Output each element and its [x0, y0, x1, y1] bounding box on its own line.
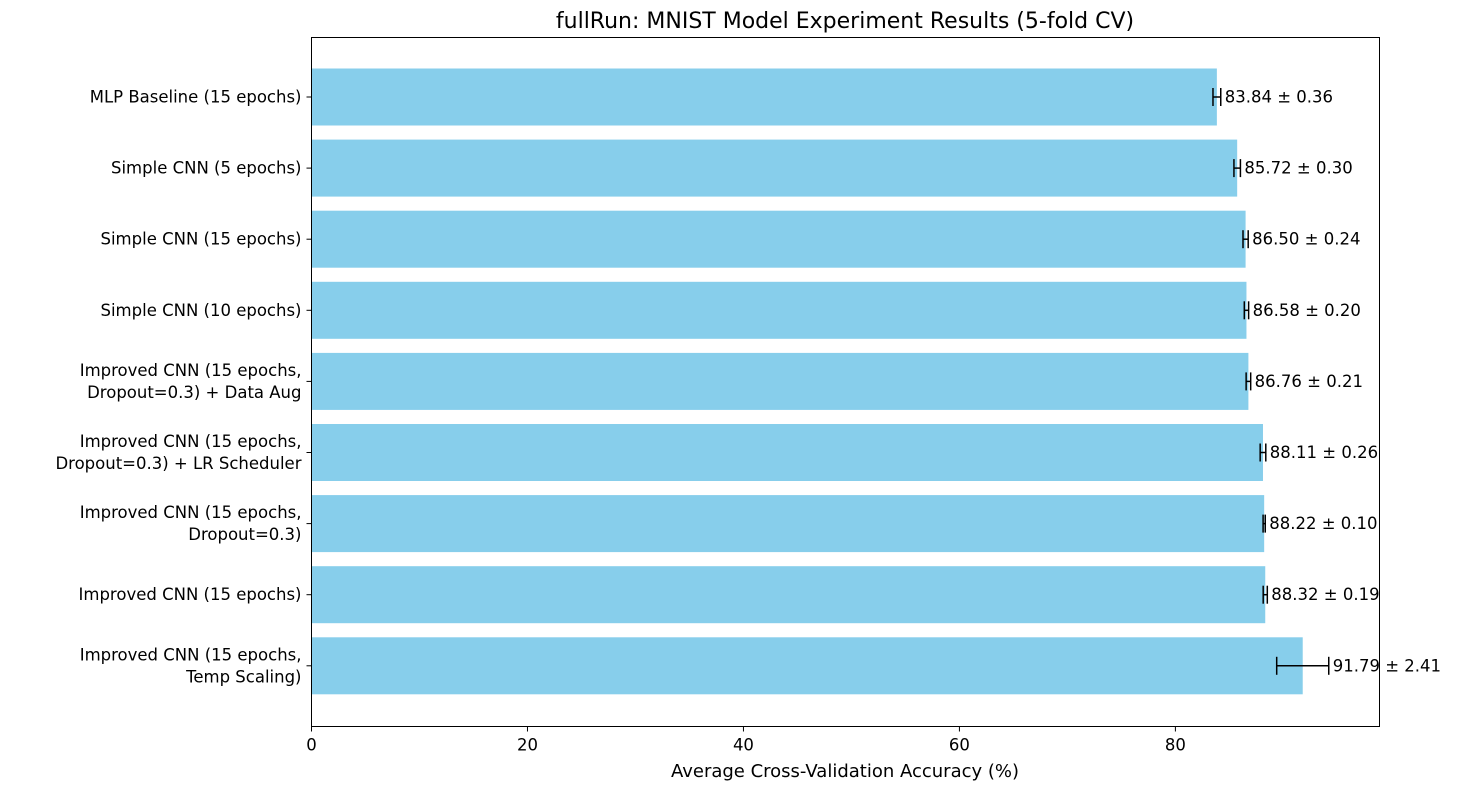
x-tick-label: 80 [1165, 736, 1186, 755]
bars-group [311, 68, 1303, 695]
bar [311, 210, 1246, 268]
y-tick-label: Simple CNN (15 epochs) [101, 230, 302, 249]
x-tick-label: 40 [733, 736, 754, 755]
error-bar [1243, 301, 1250, 320]
y-tick-label: Improved CNN (15 epochs, Dropout=0.3) [80, 503, 302, 544]
error-bar [1233, 159, 1242, 178]
chart-title: fullRun: MNIST Model Experiment Results … [556, 9, 1134, 34]
data-label: 83.84 ± 0.36 [1225, 88, 1333, 107]
data-label: 86.58 ± 0.20 [1253, 301, 1361, 320]
data-label: 85.72 ± 0.30 [1244, 159, 1352, 178]
data-label: 86.50 ± 0.24 [1252, 230, 1360, 249]
x-axis: 0 20 40 60 80 [306, 726, 1186, 755]
y-tick-label: Improved CNN (15 epochs, Dropout=0.3) + D… [80, 361, 302, 402]
bar [311, 637, 1303, 695]
error-bar [1275, 656, 1330, 675]
y-tick-label: MLP Baseline (15 epochs) [90, 88, 302, 107]
y-axis: MLP Baseline (15 epochs) Simple CNN (5 ep… [55, 88, 312, 686]
data-label: 86.76 ± 0.21 [1255, 372, 1363, 391]
error-bar [1262, 514, 1266, 533]
data-label: 88.32 ± 0.19 [1271, 585, 1379, 604]
bar [311, 424, 1263, 481]
y-tick-label: Simple CNN (5 epochs) [111, 159, 302, 178]
error-bar [1212, 88, 1222, 106]
bar [311, 139, 1238, 197]
x-tick-label: 60 [949, 736, 970, 755]
bar [311, 352, 1249, 410]
bar [311, 495, 1265, 553]
y-tick-label: Improved CNN (15 epochs, Dropout=0.3) + L… [55, 432, 301, 473]
y-tick-label: Improved CNN (15 epochs, Temp Scaling) [80, 645, 302, 686]
error-bar [1245, 372, 1252, 391]
bar [311, 281, 1247, 339]
data-label: 88.11 ± 0.26 [1270, 443, 1378, 462]
error-bar [1259, 443, 1267, 462]
bar [311, 68, 1217, 126]
data-labels-group: 83.84 ± 0.36 85.72 ± 0.30 86.50 ± 0.24 86.5… [1225, 88, 1441, 676]
data-label: 88.22 ± 0.10 [1269, 514, 1377, 533]
error-bar [1262, 585, 1269, 604]
x-tick-label: 20 [517, 736, 538, 755]
x-axis-label: Average Cross-Validation Accuracy (%) [671, 761, 1019, 782]
y-tick-label: Improved CNN (15 epochs) [79, 585, 302, 604]
error-bars-group [1212, 88, 1330, 675]
data-label: 91.79 ± 2.41 [1333, 656, 1441, 675]
y-tick-label: Simple CNN (10 epochs) [101, 301, 302, 320]
axes-frame [311, 37, 1380, 727]
bar [311, 566, 1266, 624]
error-bar [1242, 230, 1249, 249]
x-tick-label: 0 [306, 736, 317, 755]
